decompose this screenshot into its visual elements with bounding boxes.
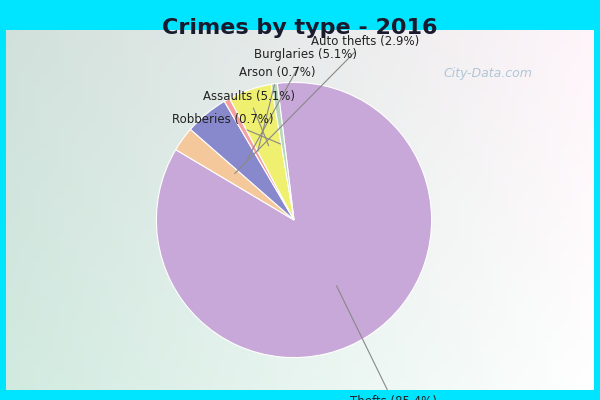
Text: Auto thefts (2.9%): Auto thefts (2.9%): [235, 35, 419, 174]
Text: Arson (0.7%): Arson (0.7%): [239, 66, 316, 151]
Wedge shape: [157, 82, 431, 358]
Wedge shape: [224, 98, 294, 220]
Text: Crimes by type - 2016: Crimes by type - 2016: [162, 18, 438, 38]
Wedge shape: [230, 84, 294, 220]
Text: Thefts (85.4%): Thefts (85.4%): [337, 286, 437, 400]
Wedge shape: [176, 129, 294, 220]
Wedge shape: [190, 101, 294, 220]
Wedge shape: [271, 84, 294, 220]
Text: City-Data.com: City-Data.com: [444, 67, 533, 80]
Text: Assaults (5.1%): Assaults (5.1%): [203, 90, 295, 146]
Text: Burglaries (5.1%): Burglaries (5.1%): [247, 48, 356, 159]
Text: Robberies (0.7%): Robberies (0.7%): [172, 113, 281, 144]
